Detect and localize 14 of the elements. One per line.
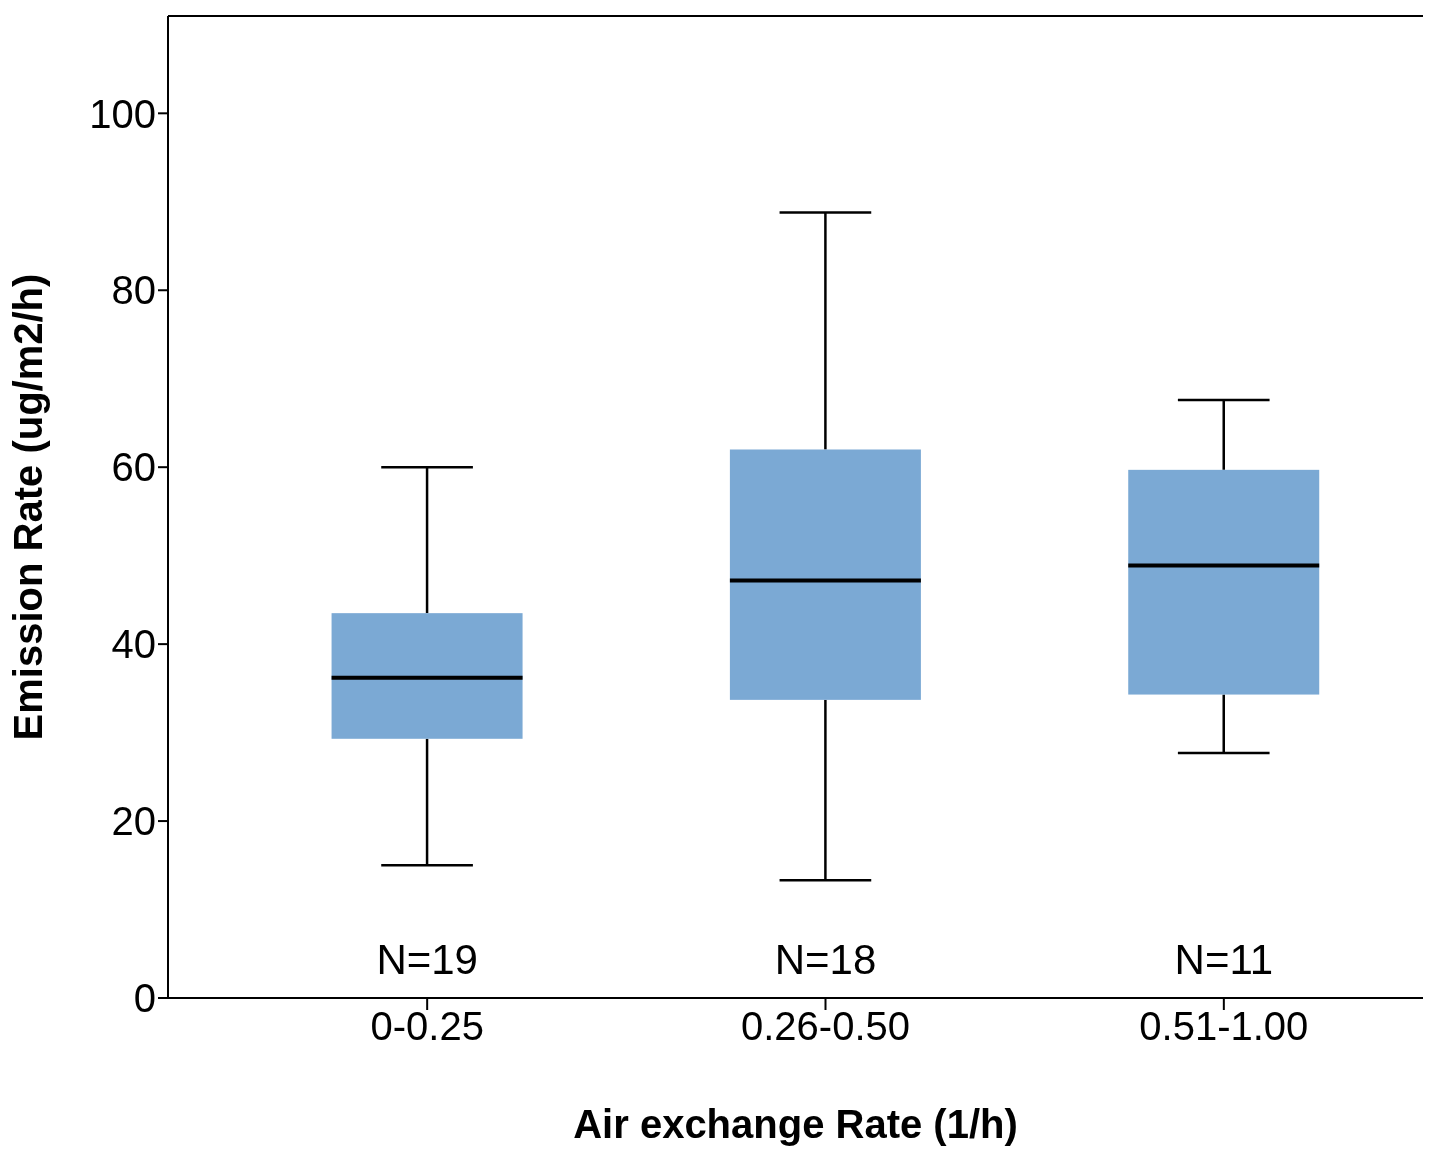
annotation: N=18 <box>774 936 877 983</box>
x-tick-label: 0-0.25 <box>370 1004 484 1049</box>
y-tick-label: 0 <box>133 976 156 1021</box>
y-tick-label: 20 <box>111 799 156 844</box>
annotation: N=11 <box>1174 936 1274 983</box>
annotation: N=19 <box>376 936 478 983</box>
x-axis-title: Air exchange Rate (1/h) <box>573 1102 1018 1146</box>
y-tick-label: 100 <box>89 91 156 136</box>
x-tick-label: 0.51-1.00 <box>1139 1004 1309 1049</box>
y-axis-title: Emission Rate (ug/m2/h) <box>6 273 51 741</box>
x-tick-label: 0.26-0.50 <box>740 1004 911 1049</box>
y-tick-label: 60 <box>111 445 156 490</box>
y-tick-label: 80 <box>111 268 156 313</box>
y-tick-label: 40 <box>111 622 156 667</box>
